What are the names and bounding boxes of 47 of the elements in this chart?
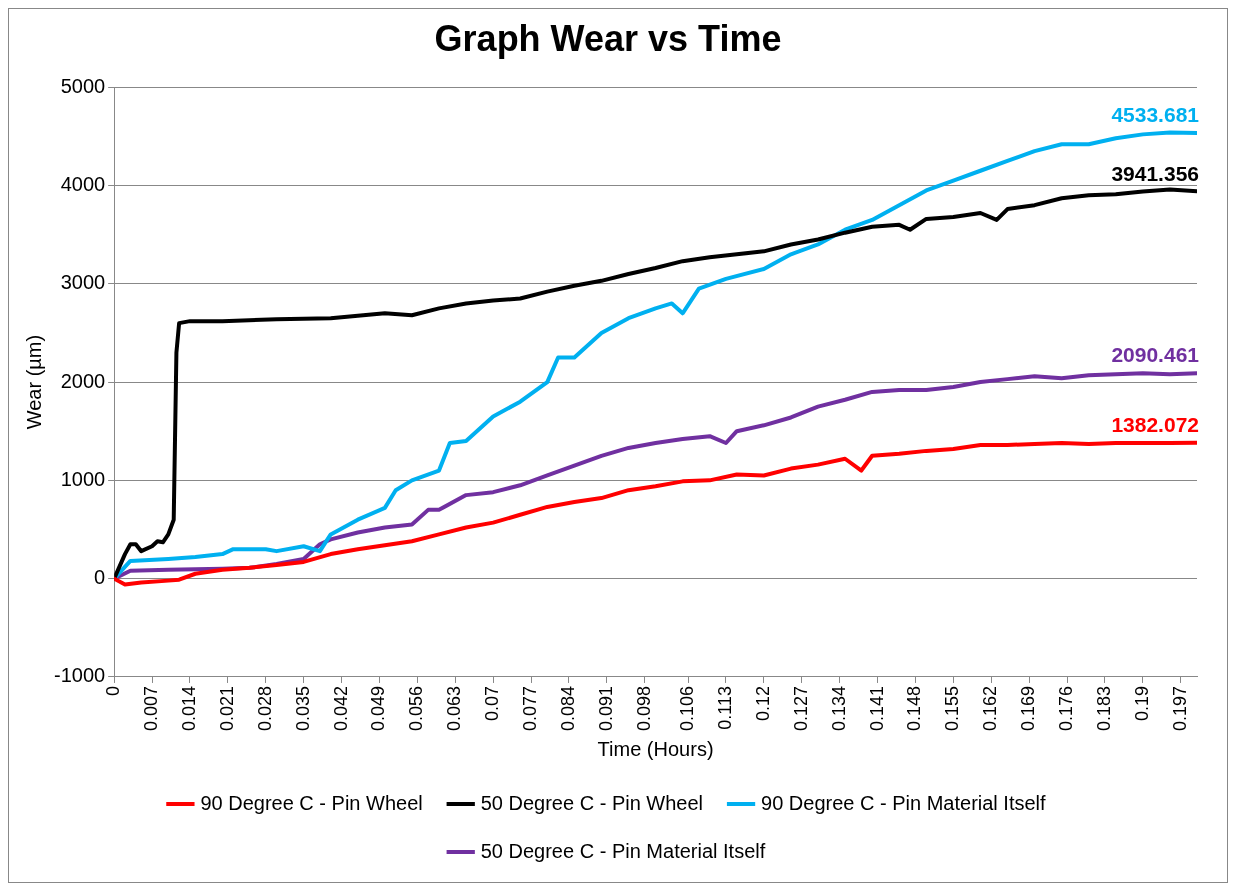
x-tick-label: 0.12: [752, 685, 773, 721]
y-tick-label: -1000: [54, 664, 106, 687]
x-tick-label: 0.077: [520, 685, 541, 731]
x-tick-label: 0.098: [633, 685, 654, 731]
y-tick-label: 4000: [60, 173, 106, 196]
y-tick-label: 2000: [60, 369, 106, 392]
legend-label: 90 Degree C - Pin Material Itself: [761, 791, 1047, 814]
x-tick-label: 0.007: [141, 685, 162, 731]
data-label: 2090.461: [1111, 343, 1200, 367]
x-tick-label: 0.183: [1093, 685, 1114, 731]
x-tick-label: 0.148: [904, 685, 925, 731]
data-label: 4533.681: [1111, 103, 1200, 127]
chart-title: Graph Wear vs Time: [434, 17, 782, 59]
x-tick-label: 0.127: [790, 685, 811, 731]
y-tick-label: 5000: [60, 74, 106, 97]
x-tick-label: 0.134: [828, 685, 849, 731]
x-tick-label: 0.155: [942, 685, 963, 731]
x-tick-label: 0.106: [677, 685, 698, 731]
x-tick-label: 0.056: [406, 685, 427, 731]
y-axis-title: Wear (µm): [22, 334, 45, 430]
x-tick-label: 0.091: [595, 685, 616, 731]
x-tick-label: 0.176: [1056, 685, 1077, 731]
legend-label: 90 Degree C - Pin Wheel: [200, 791, 423, 814]
y-tick-label: 1000: [60, 467, 106, 490]
x-tick-label: 0.028: [254, 685, 275, 731]
y-tick-label: 0: [94, 566, 106, 589]
data-label: 3941.356: [1111, 161, 1199, 185]
x-tick-label: 0.014: [178, 685, 199, 731]
legend-label: 50 Degree C - Pin Material Itself: [480, 839, 766, 862]
x-tick-label: 0.113: [714, 685, 735, 730]
x-tick-label: 0.162: [980, 685, 1001, 731]
x-tick-label: 0: [103, 685, 124, 696]
y-tick-label: 3000: [60, 271, 106, 294]
x-tick-label: 0.169: [1018, 685, 1039, 731]
x-tick-label: 0.07: [482, 685, 503, 721]
x-tick-label: 0.035: [292, 685, 313, 731]
x-axis-title: Time (Hours): [597, 737, 714, 760]
legend-label: 50 Degree C - Pin Wheel: [480, 791, 704, 814]
x-tick-label: 0.021: [216, 685, 237, 731]
x-tick-label: 0.141: [866, 685, 887, 731]
x-tick-label: 0.084: [557, 685, 578, 731]
x-tick-label: 0.042: [330, 685, 351, 731]
x-tick-label: 0.049: [368, 685, 389, 731]
x-tick-label: 0.19: [1131, 685, 1152, 721]
data-label: 1382.072: [1111, 413, 1199, 437]
x-tick-label: 0.063: [444, 685, 465, 731]
x-tick-label: 0.197: [1169, 685, 1190, 731]
